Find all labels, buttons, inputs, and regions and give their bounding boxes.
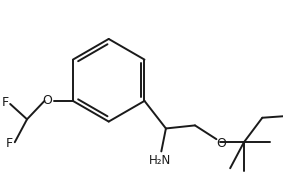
Text: O: O bbox=[43, 94, 52, 107]
Text: O: O bbox=[216, 137, 226, 150]
Text: F: F bbox=[1, 96, 9, 109]
Text: H₂N: H₂N bbox=[149, 154, 171, 167]
Text: F: F bbox=[6, 137, 13, 150]
